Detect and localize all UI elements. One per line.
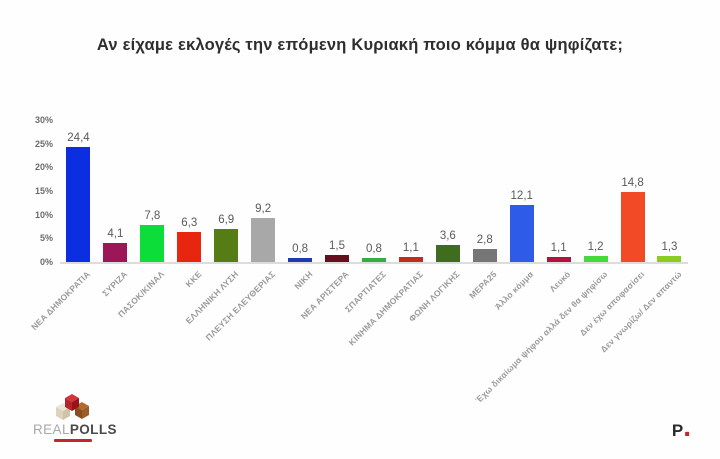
bar-value-label: 2,8 <box>476 233 493 246</box>
bar <box>140 225 165 262</box>
y-axis-tick-label: 0% <box>39 257 53 267</box>
bar-group: 14,8 Δεν έχω αποφασίσει <box>578 120 651 338</box>
bar-value-label: 0,8 <box>292 243 309 256</box>
bar-group: 0,8 ΝΙΚΗ <box>282 120 319 291</box>
y-axis-tick-label: 30% <box>34 115 53 125</box>
bar <box>583 256 608 262</box>
bar-group: 24,4 ΝΕΑ ΔΗΜΟΚΡΑΤΙΑ <box>30 120 97 332</box>
bar-group: 1,3 Δεν γνωρίζω/ Δεν απαντώ <box>598 120 688 354</box>
bar <box>620 191 645 262</box>
x-axis-label: ΣΥΡΙΖΑ <box>100 269 130 299</box>
bar-group: 1,1 ΚΙΝΗΜΑ ΔΗΜΟΚΡΑΤΙΑΣ <box>346 120 429 348</box>
bar-value-label: 1,3 <box>661 240 678 253</box>
bar-group: 1,5 ΝΕΑ ΑΡΙΣΤΕΡΑ <box>299 120 356 321</box>
bar-group: 3,6 ΦΩΝΗ ΛΟΓΙΚΗΣ <box>407 120 466 324</box>
bar-value-label: 6,9 <box>218 214 235 227</box>
bar-value-label: 9,2 <box>255 203 272 216</box>
realpolls-wordmark: REALPOLLS <box>33 423 129 437</box>
bar <box>398 256 423 262</box>
bar <box>214 229 239 262</box>
x-axis-label: Έχω δικαίωμα ψήφου αλλά δεν θα ψηφίσω <box>473 269 610 405</box>
x-axis-label: Άλλο κόμμα <box>493 269 536 312</box>
logo-text-real: REAL <box>33 422 70 437</box>
bar-value-label: 3,6 <box>439 229 456 242</box>
bar-group: 6,9 ΕΛΛΗΝΙΚΗ ΛΥΣΗ <box>183 120 245 326</box>
bar-group: 9,2 ΠΛΕΥΣΗ ΕΛΕΥΘΕΡΙΑΣ <box>204 120 282 342</box>
logo-text-polls: POLLS <box>69 422 117 437</box>
bar-value-label: 14,8 <box>621 176 644 189</box>
pronews-mark: P. <box>671 413 691 442</box>
chart-title: Αν είχαμε εκλογές την επόμενη Κυριακή πο… <box>96 36 624 54</box>
bar <box>251 218 276 262</box>
bar <box>66 146 91 262</box>
bar-value-label: 12,1 <box>510 189 533 202</box>
bar-value-label: 6,3 <box>181 217 198 230</box>
logo-tagline-bar <box>54 439 92 442</box>
bar-value-label: 1,1 <box>550 241 567 254</box>
y-axis-tick-label: 25% <box>34 138 53 149</box>
bar-value-label: 7,8 <box>144 210 161 223</box>
bar-group: 0,8 ΣΠΑΡΤΙΑΤΕΣ <box>343 120 393 314</box>
bar-value-label: 24,4 <box>67 131 90 144</box>
y-axis-tick-label: 10% <box>34 209 53 220</box>
bar <box>288 258 313 262</box>
bar-value-label: 0,8 <box>365 243 382 256</box>
bars-container: 24,4 ΝΕΑ ΔΗΜΟΚΡΑΤΙΑ 4,1 ΣΥΡΙΖΑ 7,8 ΠΑΣΟΚ/ΚΙΝΑ… <box>30 120 688 405</box>
y-axis-tick-label: 15% <box>34 186 53 196</box>
x-axis-label: Δεν έχω αποφασίσει <box>577 269 647 338</box>
x-axis-label: ΝΙΚΗ <box>291 269 315 292</box>
bar-value-label: 4,1 <box>107 227 124 240</box>
bar <box>509 204 534 262</box>
bar-value-label: 1,1 <box>402 241 419 254</box>
bar-value-label: 1,5 <box>329 239 346 252</box>
x-axis-label: ΚΚΕ <box>183 269 204 290</box>
bar <box>657 255 682 262</box>
cubes-icon <box>56 394 89 420</box>
bar-value-label: 1,2 <box>587 241 604 254</box>
x-axis-label: Λευκό <box>547 269 573 294</box>
x-axis-label: Δεν γνωρίζω/ Δεν απαντώ <box>598 269 684 355</box>
x-axis-label: ΜΕΡΑ25 <box>467 269 499 301</box>
bar-group: 2,8 ΜΕΡΑ25 <box>466 120 503 301</box>
bar <box>361 258 386 262</box>
bar-group: 6,3 ΚΚΕ <box>171 120 208 289</box>
bar-group: 7,8 ΠΑΣΟΚ/ΚΙΝΑΛ <box>116 120 171 319</box>
bar <box>435 244 460 262</box>
x-axis-label: ΝΕΑ ΔΗΜΟΚΡΑΤΙΑ <box>29 269 93 332</box>
bar <box>325 254 350 262</box>
bar-group: 1,1 Λευκό <box>540 120 577 294</box>
bar-group: 12,1 Άλλο κόμμα <box>493 120 540 312</box>
plot-area: 0% 5% 10% 15% 20% 25% 30% 24,4 ΝΕΑ ΔΗΜΟΚΡΑΤΙΑ 4,… <box>30 115 688 405</box>
y-axis-tick-label: 5% <box>39 233 53 244</box>
bar <box>103 242 128 262</box>
bar <box>546 256 571 262</box>
bar <box>472 248 497 262</box>
pronews-letter: P <box>671 421 684 440</box>
x-axis-label: ΠΛΕΥΣΗ ΕΛΕΥΘΕΡΙΑΣ <box>203 269 278 343</box>
bar-group: 4,1 ΣΥΡΙΖΑ <box>97 120 134 299</box>
red-dot-icon: . <box>683 411 691 442</box>
realpolls-logo: REALPOLLS <box>33 394 129 442</box>
bar-group: 1,2 Έχω δικαίωμα ψήφου αλλά δεν θα ψηφίσω <box>474 120 614 405</box>
bar <box>177 232 202 262</box>
y-axis-tick-label: 20% <box>34 162 53 173</box>
